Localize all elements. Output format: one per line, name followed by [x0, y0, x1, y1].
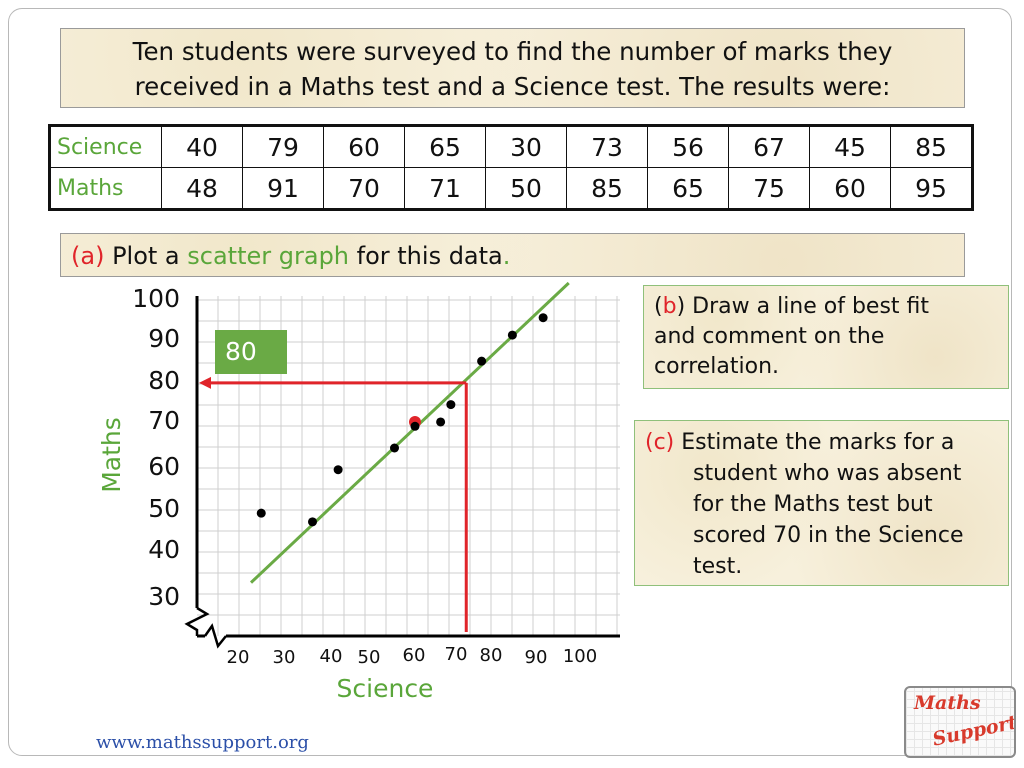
table-row-maths: Maths 48 91 70 71 50 85 65 75 60 95: [49, 167, 973, 210]
part-b-line-2: and comment on the: [654, 324, 885, 349]
x-tick-label: 70: [445, 644, 468, 665]
table-cell: 73: [566, 125, 648, 168]
x-tick-label: 50: [358, 647, 381, 668]
part-b-text-1: Draw a line of best fit: [685, 294, 930, 319]
row-label-maths: Maths: [49, 167, 162, 210]
x-tick-label: 100: [563, 646, 597, 667]
slide-frame: [8, 8, 1012, 756]
table-cell: 75: [728, 167, 810, 210]
table-cell: 60: [809, 167, 891, 210]
data-point: [436, 417, 446, 427]
part-b-line-3: correlation.: [654, 354, 780, 379]
part-a-text-1: Plot a: [104, 242, 188, 270]
table-cell: 85: [566, 167, 648, 210]
table-cell: 60: [323, 125, 405, 168]
part-c-box: (c) Estimate the marks for a student who…: [634, 420, 1009, 586]
table-cell: 71: [404, 167, 486, 210]
intro-line-2: received in a Maths test and a Science t…: [134, 72, 891, 101]
chart-ticks: 30 40 50 60 70 80 90 100 20 30 40 50 60 70 80 90 100: [132, 284, 597, 668]
data-table: Science 40 79 60 65 30 73 56 67 45 85 Ma…: [48, 124, 974, 211]
intro-line-1: Ten students were surveyed to find the n…: [132, 37, 893, 66]
data-point: [256, 508, 266, 518]
x-tick-label: 30: [273, 647, 296, 668]
y-tick-label: 60: [148, 452, 180, 481]
estimate-answer-box: 80: [215, 330, 287, 374]
table-cell: 40: [161, 125, 243, 168]
part-a-period: .: [502, 242, 511, 270]
chart-marks: [199, 281, 570, 632]
y-axis-label: Maths: [97, 417, 126, 493]
part-a-highlight: scatter graph: [187, 242, 350, 270]
x-axis-break-mark: [203, 623, 227, 649]
data-point: [390, 443, 399, 453]
y-axis-break-mark: [184, 606, 210, 636]
table-cell: 79: [242, 125, 324, 168]
data-point: [333, 465, 343, 475]
part-c-line-2: student who was absent: [693, 461, 962, 486]
part-b-letter: b: [662, 294, 677, 319]
logo-word-2: Support: [930, 711, 1016, 751]
part-b-open: (: [654, 294, 663, 319]
y-tick-label: 40: [148, 535, 180, 564]
table-cell: 56: [647, 125, 729, 168]
table-row-science: Science 40 79 60 65 30 73 56 67 45 85: [49, 125, 973, 168]
table-cell: 85: [890, 125, 973, 168]
part-c-line-3: for the Maths test but: [693, 492, 933, 517]
data-point: [477, 356, 487, 366]
y-tick-label: 50: [148, 494, 180, 523]
data-point: [507, 330, 517, 340]
table-cell: 95: [890, 167, 973, 210]
y-tick-label: 100: [132, 284, 180, 313]
part-b-box: (b) Draw a line of best fit and comment …: [643, 285, 1009, 389]
data-point: [410, 421, 420, 431]
intro-text-box: Ten students were surveyed to find the n…: [60, 28, 965, 108]
table-cell: 65: [647, 167, 729, 210]
y-tick-label: 70: [148, 406, 180, 435]
row-label-science: Science: [49, 125, 162, 168]
x-tick-label: 80: [480, 645, 503, 666]
data-point: [538, 313, 548, 323]
part-b-close: ): [676, 294, 686, 319]
table-cell: 45: [809, 125, 891, 168]
part-c-line-1: (c) Estimate the marks for a: [645, 427, 998, 458]
x-tick-label: 60: [403, 645, 426, 666]
part-a-box: (a) Plot a scatter graph for this data.: [60, 233, 965, 277]
chart-axes: [184, 296, 620, 649]
part-a-letter: (a): [71, 242, 105, 270]
y-tick-label: 30: [148, 582, 180, 611]
x-tick-label: 90: [525, 647, 548, 668]
table-cell: 48: [161, 167, 243, 210]
x-axis-label: Science: [337, 674, 434, 703]
y-tick-label: 90: [148, 324, 180, 353]
logo-word-1: Maths: [914, 692, 981, 714]
y-tick-label: 80: [148, 366, 180, 395]
maths-support-logo: Maths Support: [904, 686, 1016, 758]
part-c-line-5: test.: [693, 554, 743, 579]
part-c-line-4: scored 70 in the Science: [693, 523, 964, 548]
footer-url[interactable]: www.mathssupport.org: [96, 732, 309, 753]
table-cell: 30: [485, 125, 567, 168]
x-tick-label: 20: [227, 647, 250, 668]
x-tick-label: 40: [320, 646, 343, 667]
table-cell: 70: [323, 167, 405, 210]
table-cell: 91: [242, 167, 324, 210]
table-cell: 67: [728, 125, 810, 168]
part-c-letter: (c): [645, 430, 675, 455]
estimate-arrowhead: [199, 376, 211, 389]
best-fit-line: [249, 281, 570, 584]
part-a-text-2: for this data: [349, 242, 503, 270]
part-b-line-1: (b) Draw a line of best fit: [654, 292, 998, 322]
table-cell: 65: [404, 125, 486, 168]
data-point: [446, 400, 456, 410]
table-cell: 50: [485, 167, 567, 210]
part-c-text-1: Estimate the marks for a: [674, 430, 955, 455]
data-point: [308, 517, 317, 527]
